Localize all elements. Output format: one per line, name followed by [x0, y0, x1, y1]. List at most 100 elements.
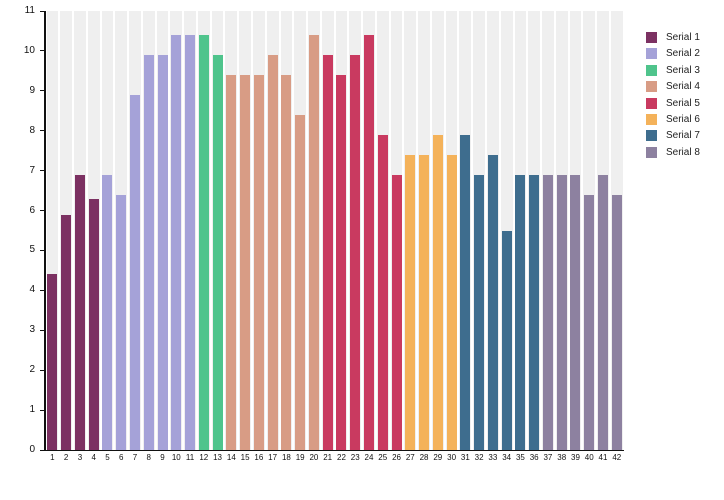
bar[interactable] [102, 174, 113, 450]
bar[interactable] [391, 174, 402, 450]
x-tick-label: 22 [337, 453, 346, 462]
bar[interactable] [377, 134, 388, 450]
x-tick-label: 40 [584, 453, 594, 462]
bar[interactable] [295, 114, 306, 450]
x-tick-label: 16 [254, 453, 264, 462]
bar[interactable] [419, 154, 430, 450]
bar[interactable] [556, 174, 567, 450]
bar-slot [128, 11, 142, 450]
x-tick-label: 4 [91, 453, 96, 462]
bar[interactable] [253, 74, 264, 450]
bar[interactable] [198, 34, 209, 450]
bar[interactable] [611, 194, 622, 450]
bar[interactable] [267, 54, 278, 450]
bar-slot [417, 11, 431, 450]
bar[interactable] [129, 94, 140, 450]
legend-item[interactable]: Serial 4 [646, 81, 700, 93]
bar-slot [569, 11, 583, 450]
legend-item[interactable]: Serial 8 [646, 146, 700, 158]
legend-item[interactable]: Serial 1 [646, 32, 700, 43]
y-tick-label: 11 [24, 5, 35, 16]
bar[interactable] [185, 34, 196, 450]
x-tick-label: 15 [240, 453, 250, 462]
bar-slot [555, 11, 569, 450]
bar-slot [486, 11, 500, 450]
y-tick-line [40, 90, 45, 92]
bar[interactable] [515, 174, 526, 450]
x-tick-label: 29 [433, 453, 443, 462]
bar-slot [252, 11, 266, 450]
bar-slot [527, 11, 541, 450]
bar-slot [59, 11, 73, 450]
bar-slot [376, 11, 390, 450]
bar-slot [500, 11, 514, 450]
bar[interactable] [240, 74, 251, 450]
bar[interactable] [336, 74, 347, 450]
legend: Serial 1 Serial 2 Serial 3 Serial 4 Serial 5… [646, 32, 700, 163]
bar[interactable] [487, 154, 498, 450]
legend-item[interactable]: Serial 5 [646, 97, 700, 109]
y-tick-line [40, 249, 45, 251]
x-tick-label: 17 [268, 453, 278, 462]
bar-slot [610, 11, 624, 450]
bar[interactable] [474, 174, 485, 450]
bar[interactable] [529, 174, 540, 450]
bar[interactable] [584, 194, 595, 450]
bar[interactable] [446, 154, 457, 450]
legend-item[interactable]: Serial 3 [646, 64, 700, 76]
x-tick-label: 37 [543, 453, 553, 462]
y-tick-line [40, 329, 45, 331]
bar[interactable] [350, 54, 361, 450]
bar[interactable] [212, 54, 223, 450]
x-tick-label: 6 [118, 453, 124, 462]
legend-item[interactable]: Serial 7 [646, 130, 700, 142]
bar[interactable] [47, 274, 58, 450]
bar[interactable] [143, 54, 154, 450]
bar[interactable] [226, 74, 237, 450]
bar[interactable] [501, 230, 512, 450]
bar[interactable] [363, 34, 374, 450]
bar[interactable] [432, 134, 443, 450]
bar[interactable] [61, 214, 72, 450]
legend-swatch [646, 64, 657, 76]
legend-label: Serial 5 [666, 97, 700, 109]
bar-slot [582, 11, 596, 450]
legend-item[interactable]: Serial 2 [646, 48, 700, 60]
bar[interactable] [405, 154, 416, 450]
bar-slot [293, 11, 307, 450]
x-tick-label: 12 [199, 453, 209, 462]
x-tick-label: 38 [557, 453, 567, 462]
bar[interactable] [308, 34, 319, 450]
legend-item[interactable]: Serial 6 [646, 113, 700, 125]
bar[interactable] [542, 174, 553, 450]
legend-swatch [646, 81, 657, 93]
x-tick-label: 42 [612, 453, 622, 462]
x-tick-label: 34 [502, 453, 512, 462]
y-tick-label: 2 [29, 364, 35, 376]
x-tick-label: 18 [281, 453, 291, 462]
x-tick-label: 11 [185, 453, 195, 462]
bar[interactable] [157, 54, 168, 450]
y-tick-label: 1 [29, 404, 35, 416]
bar[interactable] [322, 54, 333, 450]
bar[interactable] [88, 198, 99, 450]
bar-slot [403, 11, 417, 450]
bar[interactable] [281, 74, 292, 450]
y-tick-label: 8 [29, 124, 35, 136]
x-tick-label: 28 [419, 453, 429, 462]
bar-slot [541, 11, 555, 450]
y-tick-label: 6 [29, 204, 35, 216]
x-tick-label: 30 [447, 453, 457, 462]
bar[interactable] [598, 174, 608, 450]
bar-slot [321, 11, 335, 450]
background-band [46, 11, 59, 450]
bar[interactable] [116, 194, 127, 450]
bar[interactable] [570, 174, 581, 450]
legend-swatch [646, 97, 657, 109]
bar-slot [156, 11, 170, 450]
bar[interactable] [460, 134, 471, 450]
x-tick-label: 14 [226, 453, 236, 462]
bar[interactable] [171, 34, 182, 450]
bar-slot [596, 11, 610, 450]
bar[interactable] [74, 174, 85, 450]
